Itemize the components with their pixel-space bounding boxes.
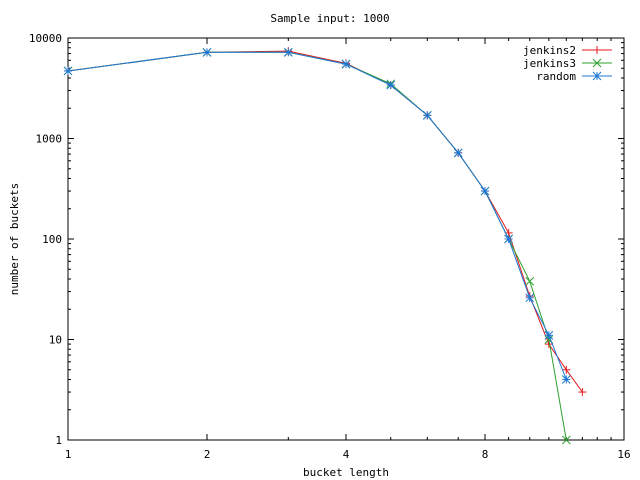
y-axis-label: number of buckets <box>8 183 21 296</box>
data-point-jenkins2 <box>578 388 587 397</box>
data-point-mark-d2 <box>283 47 293 57</box>
series-random <box>63 47 571 384</box>
data-point-random <box>480 186 490 196</box>
y-axis: 1 10 100 1000 10000 <box>29 32 624 447</box>
data-point-mark-d2 <box>561 435 571 445</box>
chart-title: Sample input: 1000 <box>270 12 389 25</box>
y-tick-label: 10 <box>49 334 62 347</box>
data-point-mark-d2 <box>525 293 535 303</box>
data-point-random <box>504 234 513 244</box>
x-tick-label: 2 <box>204 448 211 461</box>
series-line-jenkins3 <box>67 51 567 441</box>
data-point-jenkins3 <box>561 435 571 445</box>
legend-marker-jenkins3 <box>592 58 602 68</box>
data-point-mark-d2 <box>525 276 535 286</box>
legend-label-random: random <box>536 70 576 83</box>
data-point-mark-d2 <box>63 66 73 76</box>
data-point-mark-d2 <box>453 148 463 158</box>
x-axis-label: bucket length <box>303 466 389 479</box>
data-point-random <box>283 47 293 57</box>
data-point-mark-d2 <box>480 186 490 196</box>
data-point-mark-d2 <box>341 59 351 69</box>
data-point-random <box>561 375 571 384</box>
y-tick-label: 100 <box>42 233 62 246</box>
series-line-random <box>67 51 567 380</box>
data-point-mark-d2 <box>202 47 212 57</box>
data-point-random <box>63 66 73 76</box>
legend-marker-mark-d2 <box>592 58 602 68</box>
series-layer <box>63 47 587 445</box>
x-tick-label: 1 <box>65 448 72 461</box>
data-point-random <box>453 148 463 158</box>
x-tick-label: 16 <box>617 448 630 461</box>
legend-label-jenkins3: jenkins3 <box>523 57 576 70</box>
data-point-random <box>544 330 554 340</box>
legend-label-jenkins2: jenkins2 <box>523 44 576 57</box>
data-point-random <box>422 110 432 120</box>
data-point-random <box>202 47 212 57</box>
data-point-random <box>341 59 351 69</box>
data-point-mark-d2 <box>544 330 554 340</box>
x-tick-label: 8 <box>482 448 489 461</box>
data-point-random <box>386 80 396 90</box>
data-point-random <box>525 293 535 303</box>
data-point-jenkins3 <box>525 276 535 286</box>
series-line-jenkins2 <box>67 50 583 393</box>
series-jenkins3 <box>63 47 571 445</box>
plot-frame <box>67 37 625 441</box>
series-jenkins2 <box>64 47 587 397</box>
data-point-mark-d2 <box>561 375 571 384</box>
data-point-mark-d2 <box>422 110 432 120</box>
y-tick-label: 1000 <box>36 133 63 146</box>
data-point-mark-d2 <box>386 80 396 90</box>
x-axis: 1 2 4 8 16 <box>65 38 631 461</box>
data-point-jenkins2 <box>562 365 571 374</box>
legend-marker-random <box>592 71 602 81</box>
y-tick-label: 10000 <box>29 32 62 45</box>
data-point-mark-d2 <box>504 234 513 244</box>
legend-marker-mark-d2 <box>592 71 602 81</box>
y-tick-label: 1 <box>55 434 62 447</box>
legend-marker-jenkins2 <box>593 46 601 54</box>
data-point-mark-d2 <box>544 335 554 344</box>
x-tick-label: 4 <box>343 448 350 461</box>
